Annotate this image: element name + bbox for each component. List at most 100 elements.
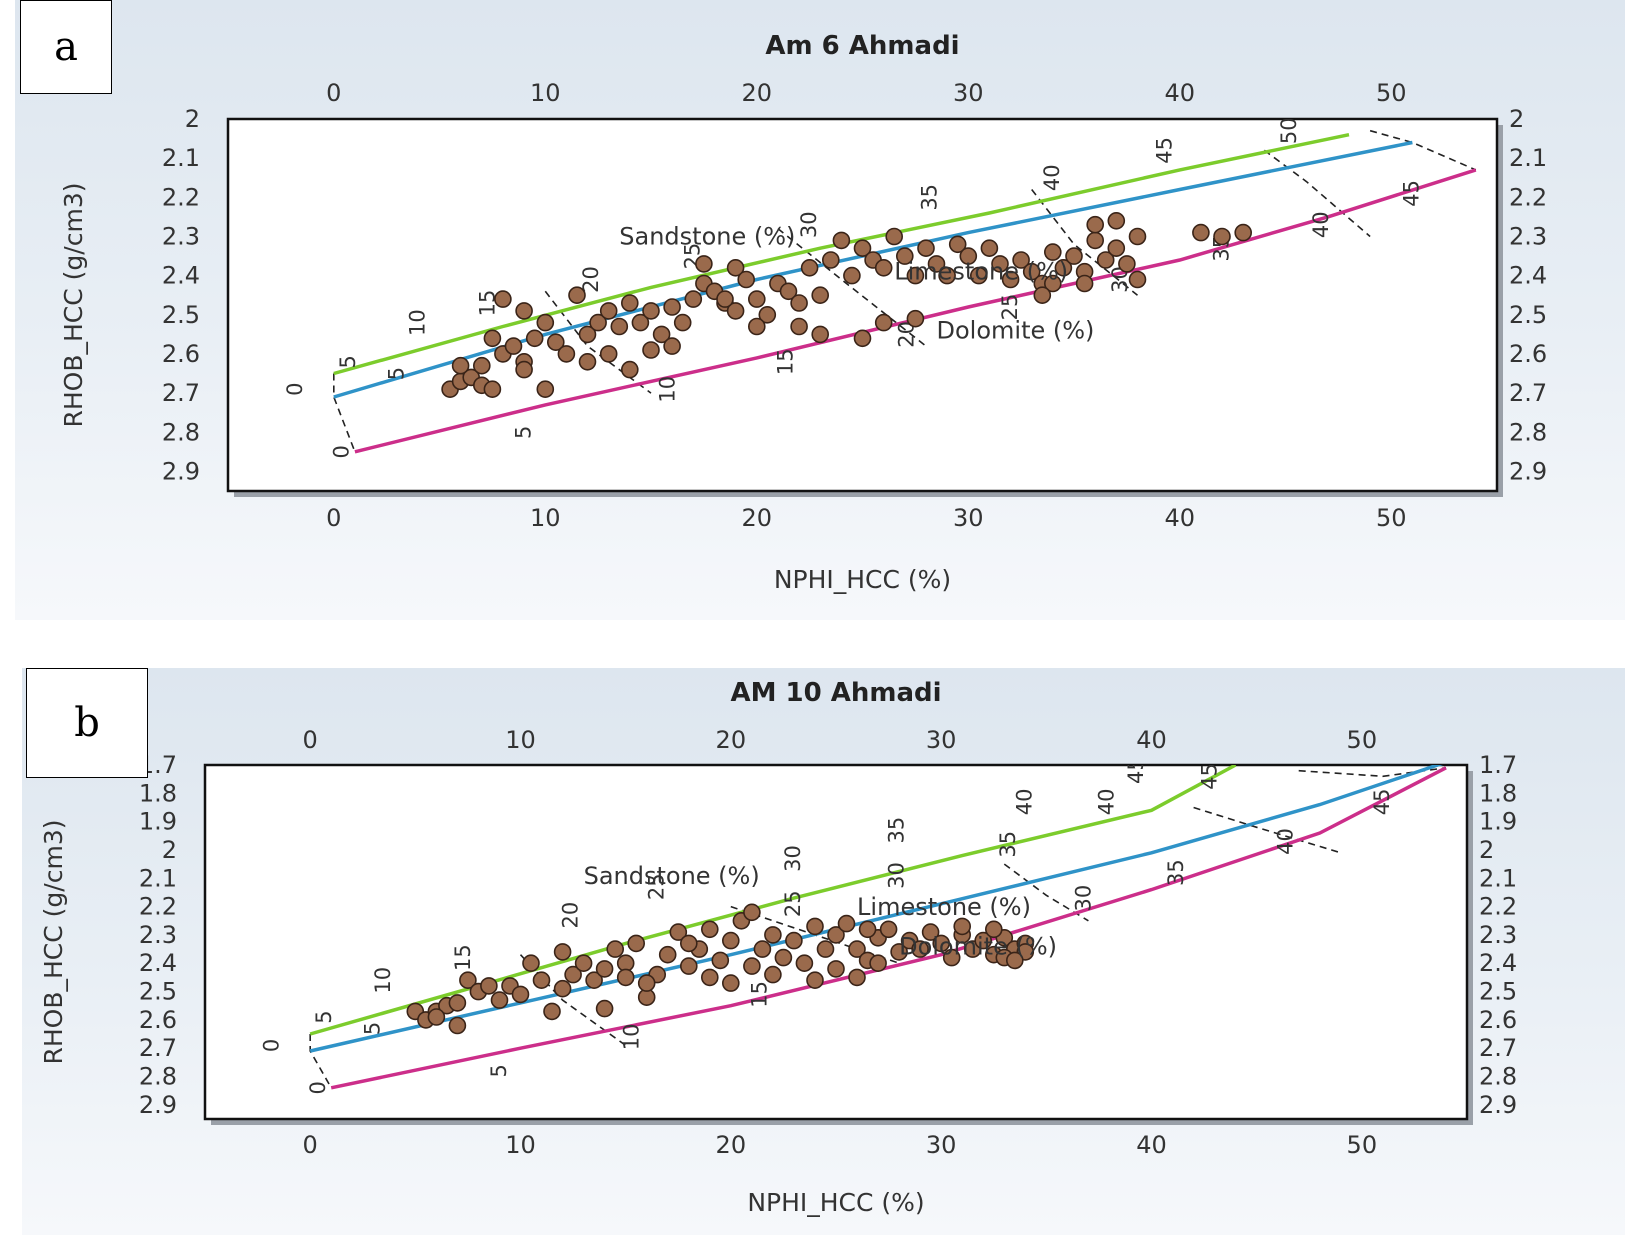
data-point — [610, 317, 629, 336]
data-point — [679, 934, 698, 953]
data-point — [480, 977, 498, 995]
y-tick-label-right: 1.7 — [1479, 751, 1517, 779]
y-axis-label: RHOB_HCC (g/cm3) — [59, 183, 88, 428]
data-point — [1005, 951, 1024, 970]
x-tick-label-top: 10 — [530, 79, 561, 107]
data-point — [911, 940, 929, 958]
data-point — [427, 1008, 446, 1026]
x-tick-label-top: 50 — [1376, 79, 1407, 107]
y-tick-label-right: 2.3 — [1509, 222, 1547, 250]
y-tick-label-left: 2.7 — [139, 1034, 177, 1062]
y-tick-label-left: 2.7 — [162, 379, 200, 407]
data-point — [448, 994, 467, 1012]
data-point — [906, 309, 925, 328]
x-tick-label-bottom: 0 — [303, 1131, 318, 1159]
chart-a: 005551010151520202525303035354040454550S… — [59, 31, 1547, 594]
x-tick-label-top: 30 — [953, 79, 984, 107]
y-tick-label-left: 2.6 — [162, 340, 200, 368]
data-point — [553, 943, 572, 961]
data-point — [1118, 255, 1136, 273]
annotation-dolomite: Dolomite (%) — [937, 316, 1095, 344]
data-point — [921, 923, 940, 941]
porosity-label: 5 — [336, 355, 360, 368]
data-point — [927, 255, 946, 273]
data-point — [874, 258, 893, 277]
y-tick-label-right: 2 — [1479, 836, 1494, 864]
data-point — [969, 266, 988, 285]
data-point — [669, 923, 688, 941]
porosity-label: 5 — [487, 1064, 511, 1077]
porosity-label: 35 — [918, 184, 942, 211]
data-point — [1054, 258, 1073, 277]
panel-label-a: a — [20, 0, 112, 94]
x-tick-label-bottom: 20 — [716, 1131, 747, 1159]
y-tick-label-left: 1.8 — [139, 779, 177, 807]
data-point — [747, 317, 766, 336]
y-tick-label-right: 2.1 — [1509, 144, 1547, 172]
data-point — [1107, 239, 1126, 257]
porosity-label: 10 — [406, 309, 430, 336]
data-point — [917, 239, 935, 257]
data-point — [448, 1016, 467, 1035]
data-point — [673, 313, 692, 332]
data-point — [959, 247, 978, 265]
data-point — [858, 920, 877, 939]
y-tick-label-left: 2.9 — [162, 457, 200, 485]
data-point — [721, 974, 740, 992]
y-tick-label-left: 1.9 — [139, 808, 177, 836]
x-tick-label-bottom: 20 — [741, 504, 772, 532]
y-tick-label-left: 2.6 — [139, 1006, 177, 1034]
x-tick-label-bottom: 50 — [1376, 504, 1407, 532]
data-point — [827, 926, 845, 944]
y-tick-label-right: 2.2 — [1509, 183, 1547, 211]
data-point — [906, 266, 925, 285]
porosity-label: 5 — [385, 367, 409, 380]
data-point — [984, 920, 1003, 939]
data-point — [853, 329, 872, 348]
porosity-label: 10 — [371, 967, 395, 994]
x-tick-label-bottom: 30 — [926, 1131, 957, 1159]
iso-porosity-line — [777, 227, 927, 347]
y-tick-label-left: 2.8 — [162, 418, 200, 446]
data-point — [1234, 223, 1252, 242]
data-point — [652, 325, 671, 344]
y-tick-label-right: 1.8 — [1479, 779, 1517, 807]
y-tick-label-right: 2.8 — [1479, 1063, 1517, 1091]
porosity-label: 5 — [361, 1022, 385, 1035]
y-axis-label: RHOB_HCC (g/cm3) — [39, 820, 68, 1065]
porosity-label: 45 — [1152, 137, 1176, 164]
x-tick-label-top: 40 — [1136, 726, 1167, 754]
data-point — [483, 380, 502, 399]
y-tick-label-left: 2.2 — [162, 183, 200, 211]
porosity-label: 40 — [1013, 788, 1037, 815]
data-point — [515, 360, 533, 379]
y-tick-label-right: 2.8 — [1509, 418, 1547, 446]
data-point — [743, 957, 761, 975]
annotation-limestone: Limestone (%) — [894, 258, 1068, 286]
y-tick-label-left: 2.8 — [139, 1063, 177, 1091]
x-tick-label-bottom: 10 — [505, 1131, 536, 1159]
data-point — [737, 270, 756, 289]
data-point — [1128, 270, 1147, 289]
x-axis-label: NPHI_HCC (%) — [747, 1188, 924, 1217]
porosity-label: 15 — [774, 348, 798, 375]
porosity-label: 30 — [797, 211, 821, 238]
data-point — [953, 917, 972, 936]
data-point — [848, 968, 866, 987]
data-point — [620, 360, 639, 379]
data-point — [726, 302, 745, 320]
data-point — [832, 231, 851, 250]
data-point — [595, 999, 614, 1018]
data-point — [853, 239, 872, 257]
porosity-label: 45 — [1124, 757, 1148, 784]
porosity-label: 20 — [579, 266, 603, 293]
data-point — [932, 934, 951, 953]
data-point — [795, 954, 814, 973]
x-tick-label-bottom: 40 — [1164, 504, 1195, 532]
data-point — [631, 313, 650, 332]
data-point — [942, 948, 961, 967]
porosity-label: 20 — [558, 902, 582, 929]
iso-porosity-line — [1369, 129, 1477, 171]
y-tick-label-left: 2.2 — [139, 893, 177, 921]
